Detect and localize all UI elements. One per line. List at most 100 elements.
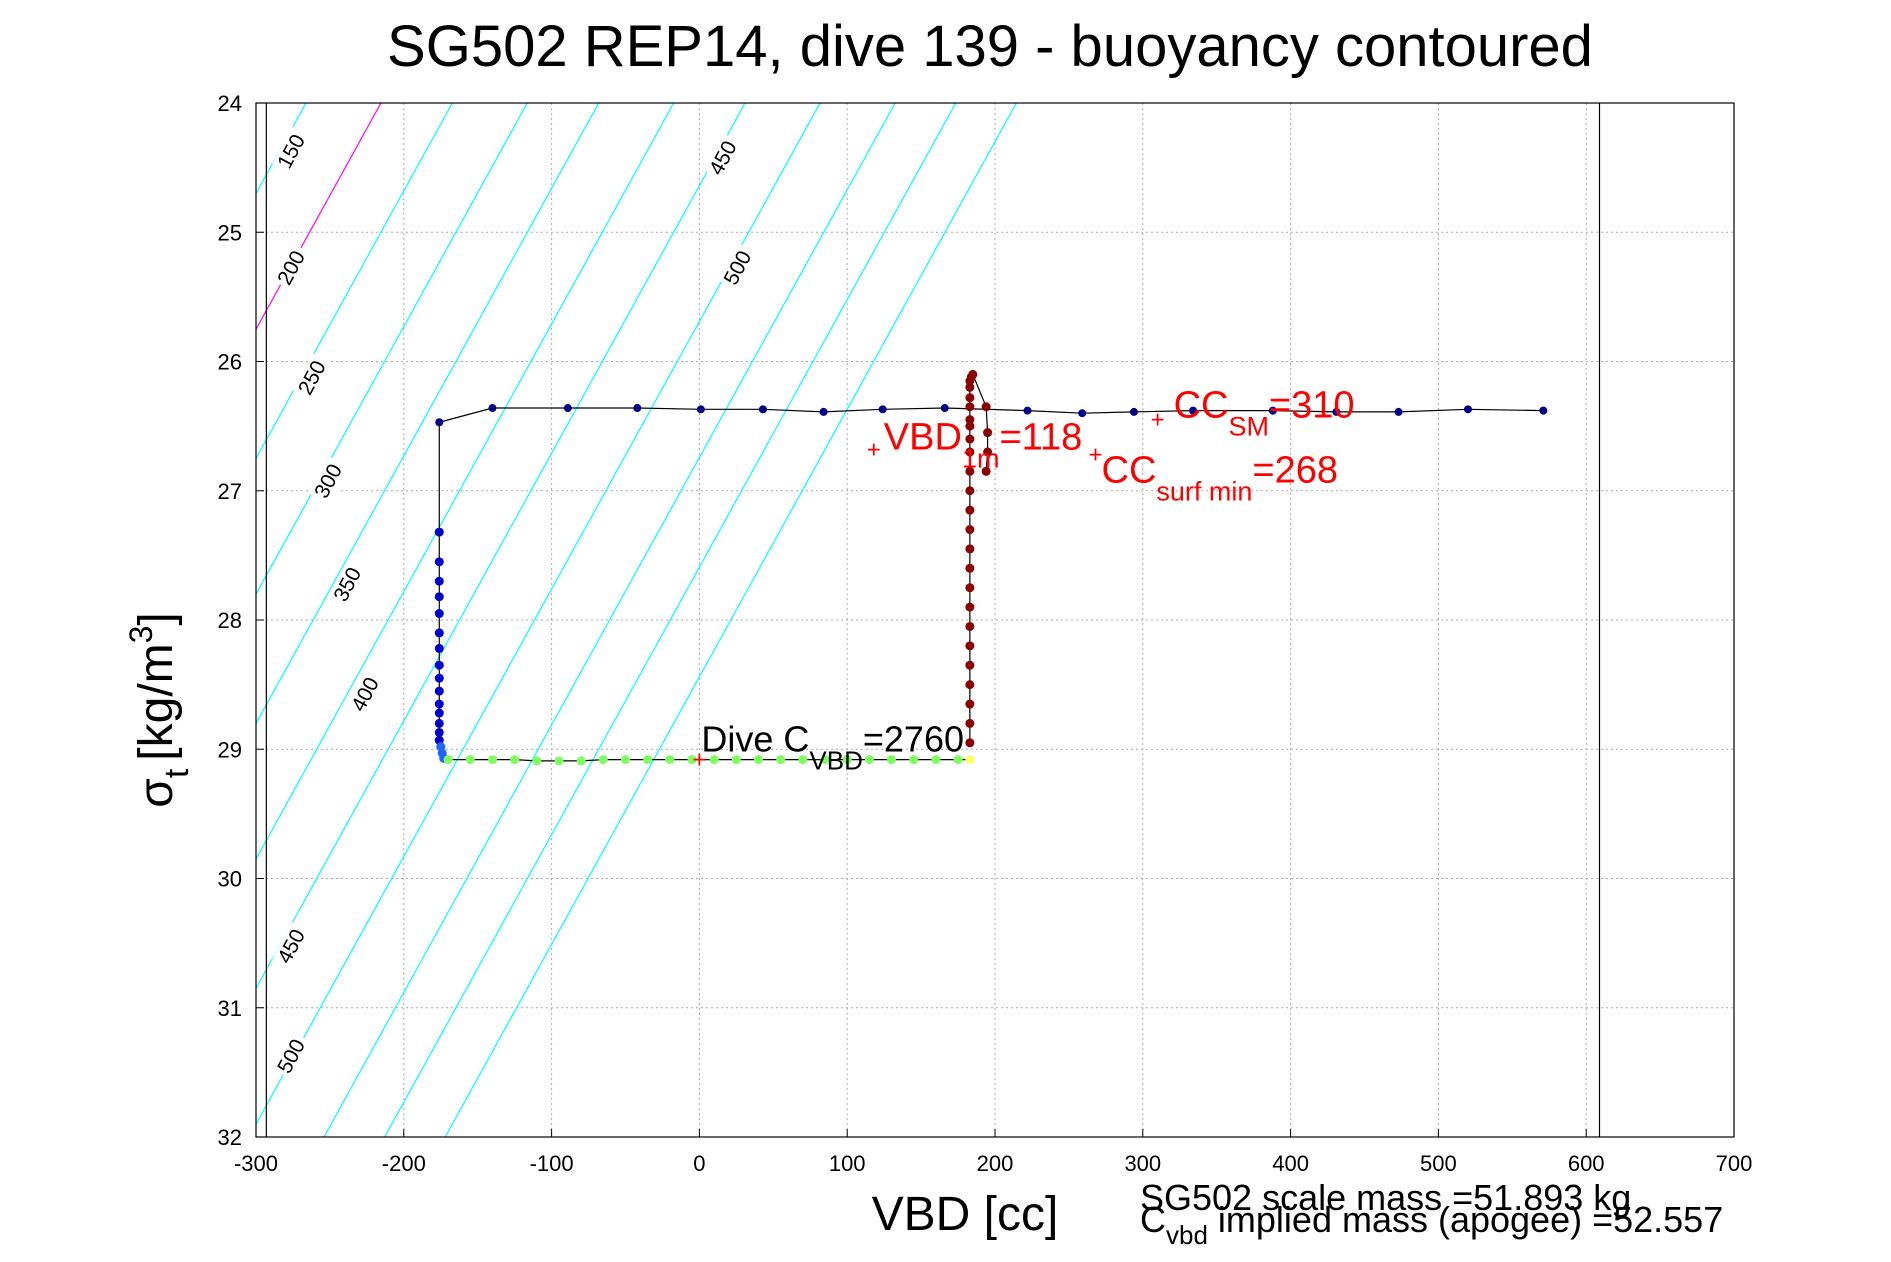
x-tick-label: -200 xyxy=(382,1151,426,1176)
data-point xyxy=(965,660,975,670)
svg-text:σt[kg/m3]: σt [kg/m3] xyxy=(123,612,196,808)
data-point xyxy=(965,602,975,612)
footer-implied-text: implied mass (apogee) =52.557 xyxy=(1208,1199,1723,1240)
data-point xyxy=(965,402,975,412)
x-tick-label: 700 xyxy=(1716,1151,1753,1176)
y-axis-label-end: ] xyxy=(130,612,183,625)
annotation-cc-surf-min: CCsurf min=268 xyxy=(1102,450,1339,507)
data-point xyxy=(965,466,975,476)
annotations: + VBD1m=118 + CCSM=310+CCsurf min=268+Dive … xyxy=(692,385,1354,776)
annotation-vbd-1m: VBD1m=118 xyxy=(884,416,1082,473)
data-point xyxy=(965,486,975,496)
data-point xyxy=(965,641,975,651)
data-point xyxy=(434,718,444,728)
data-point xyxy=(842,755,852,765)
data-point xyxy=(1129,407,1138,416)
annotation-cc-sm: CCSM=310 xyxy=(1174,385,1355,442)
data-point xyxy=(798,755,808,765)
data-point xyxy=(434,592,444,602)
y-tick-label: 29 xyxy=(218,737,242,762)
data-point xyxy=(864,755,874,765)
data-point xyxy=(878,405,887,414)
data-point xyxy=(965,718,975,728)
data-point xyxy=(965,699,975,709)
x-tick-label: 300 xyxy=(1124,1151,1161,1176)
x-tick-label: 200 xyxy=(977,1151,1014,1176)
data-point xyxy=(434,576,444,586)
data-point xyxy=(776,755,786,765)
x-axis-ticks: -300 -200 -100 0 100 200 300 400 500 600 700 xyxy=(234,1129,1752,1176)
data-point xyxy=(965,544,975,554)
contour-line xyxy=(444,103,1017,1137)
y-tick-label: 31 xyxy=(218,996,242,1021)
data-point xyxy=(909,755,919,765)
annotation-marker: + xyxy=(1088,442,1102,469)
data-point xyxy=(434,557,444,567)
x-tick-label: 0 xyxy=(693,1151,705,1176)
data-point xyxy=(621,755,630,765)
data-point xyxy=(965,621,975,631)
y-tick-label: 26 xyxy=(218,350,242,375)
annotation-marker: + xyxy=(867,436,881,463)
data-point xyxy=(633,404,642,413)
data-point xyxy=(940,404,949,413)
data-point xyxy=(965,447,975,457)
data-point xyxy=(965,755,975,765)
data-point xyxy=(1463,405,1472,414)
data-point xyxy=(435,418,444,427)
data-point xyxy=(434,699,444,709)
data-point xyxy=(434,727,444,737)
y-tick-label: 27 xyxy=(218,479,242,504)
data-point xyxy=(434,708,444,718)
footer-implied-base: C xyxy=(1140,1199,1166,1240)
grid xyxy=(256,103,1734,1137)
data-point xyxy=(1394,407,1403,416)
data-point xyxy=(983,447,993,457)
annotation-marker: + xyxy=(692,747,706,774)
data-point xyxy=(1268,406,1277,415)
y-axis-label: σt [kg/m3] xyxy=(123,612,196,808)
limit-line-label: 278cts xyxy=(1604,70,1698,106)
data-point xyxy=(434,609,444,619)
vbd-limit-lines: 3960cts 278cts xyxy=(265,70,1698,1137)
x-tick-label: -300 xyxy=(234,1151,278,1176)
data-point xyxy=(576,756,586,766)
data-point xyxy=(563,404,572,413)
data-point xyxy=(1023,406,1032,415)
footer-implied-sub: vbd xyxy=(1166,1220,1208,1250)
contour-line xyxy=(256,103,675,860)
data-point xyxy=(709,755,719,765)
data-point xyxy=(931,755,941,765)
data-point xyxy=(965,583,975,593)
data-point xyxy=(953,755,963,765)
x-axis-label: VBD [cc] xyxy=(872,1188,1059,1241)
data-point xyxy=(965,393,975,403)
contour-line xyxy=(384,103,957,1137)
data-point xyxy=(965,563,975,573)
data-point xyxy=(554,756,564,766)
data-point xyxy=(696,405,705,414)
data-point xyxy=(488,404,497,413)
data-point xyxy=(434,643,444,653)
data-point xyxy=(510,755,520,765)
y-tick-label: 30 xyxy=(218,867,242,892)
data-point xyxy=(687,755,697,765)
data-point xyxy=(983,428,993,438)
data-point xyxy=(1078,409,1087,418)
y-axis-label-unit: [kg/m xyxy=(130,643,183,760)
data-point xyxy=(820,755,830,765)
annotation-marker: + xyxy=(1151,407,1165,434)
data-point xyxy=(965,525,975,535)
x-tick-label: 100 xyxy=(829,1151,866,1176)
contour-line xyxy=(256,103,600,724)
x-tick-label: -100 xyxy=(530,1151,574,1176)
data-point xyxy=(665,755,675,765)
data-point xyxy=(487,755,497,765)
data-point xyxy=(819,407,828,416)
chart-title: SG502 REP14, dive 139 - buoyancy contour… xyxy=(387,14,1593,79)
x-tick-label: 400 xyxy=(1272,1151,1309,1176)
data-point xyxy=(598,755,608,765)
data-point xyxy=(532,756,542,766)
